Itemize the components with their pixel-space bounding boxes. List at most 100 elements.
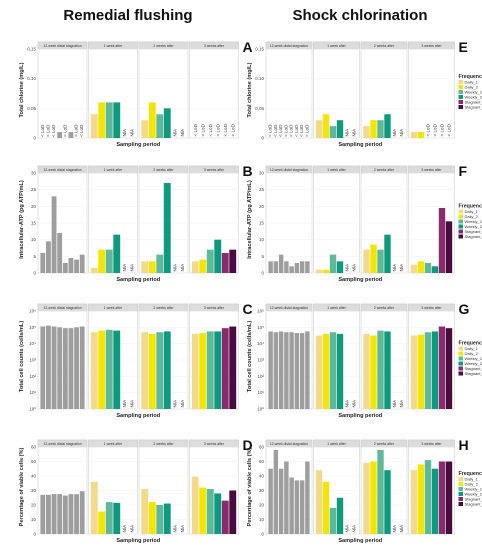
- legend-label: Weekly_1: [465, 356, 482, 361]
- bar-baseline: [294, 263, 300, 273]
- y-tick-label: 10⁵: [257, 325, 264, 330]
- facet-label: 2 weeks after: [153, 44, 174, 48]
- bar-daily-2: [322, 333, 330, 409]
- y-tick-label: 0: [33, 271, 36, 276]
- na-label: N/A: [172, 399, 177, 408]
- y-axis-label: Total chlorine (mg/L): [19, 62, 25, 117]
- panel-H: 12-week distal stagnation 1 week after 2 w…: [247, 437, 482, 544]
- lod-label: < LoD: [299, 124, 304, 137]
- bar-daily-2: [148, 261, 156, 273]
- legend-label: Stagnant_1: [465, 100, 482, 105]
- na-label: N/A: [129, 263, 134, 272]
- bar-baseline: [57, 233, 63, 273]
- bar-weekly-1: [156, 254, 164, 273]
- na-label: N/A: [345, 128, 350, 137]
- bar-daily-2: [148, 333, 156, 409]
- bar-baseline: [79, 491, 85, 534]
- bar-weekly-1: [424, 460, 432, 534]
- bar-stagnant-2: [445, 328, 453, 409]
- x-axis-label: Sampling period: [116, 277, 160, 283]
- y-tick-label: 0: [33, 532, 36, 537]
- bar-weekly-2: [163, 503, 171, 534]
- bar-weekly-1: [105, 249, 113, 273]
- bar-baseline: [57, 327, 63, 409]
- bar-daily-1: [410, 470, 418, 534]
- bar-weekly-2: [113, 502, 121, 534]
- bar-daily-2: [417, 464, 425, 534]
- bar-weekly-1: [105, 102, 113, 138]
- bar-daily-1: [90, 332, 98, 409]
- facet-label: 3 weeks after: [204, 44, 225, 48]
- facet-panel: [265, 303, 313, 410]
- y-tick-label: 20: [31, 204, 37, 209]
- legend-swatch: [458, 85, 463, 89]
- bar-daily-2: [98, 249, 106, 273]
- y-tick-label: 50: [31, 459, 37, 464]
- na-label: N/A: [129, 399, 134, 408]
- panel-G: 12-week distal stagnation 1 week after 2 w…: [247, 301, 482, 419]
- bar-baseline: [74, 327, 79, 409]
- bar-baseline: [57, 494, 63, 534]
- legend-label: Daily_2: [465, 85, 479, 90]
- facet-label: 1 week after: [104, 168, 123, 172]
- bar-weekly-2: [336, 120, 344, 138]
- title-shock-chlorination: Shock chlorination: [292, 7, 427, 24]
- y-tick-label: 20: [259, 503, 265, 508]
- facet-label: 2 weeks after: [374, 168, 395, 172]
- facet-label: 12-week distal stagnation: [270, 44, 308, 48]
- bar-weekly-2: [384, 234, 391, 273]
- na-label: N/A: [345, 263, 350, 272]
- bar-stagnant-2: [229, 490, 237, 534]
- legend-swatch: [458, 477, 463, 481]
- bar-baseline: [68, 494, 74, 534]
- y-tick-label: 10⁵: [29, 325, 36, 330]
- lod-label: < LoD: [40, 124, 45, 137]
- bar-baseline: [62, 328, 68, 409]
- facet-label: 2 weeks after: [153, 442, 174, 446]
- bar-baseline: [40, 494, 46, 534]
- na-label: N/A: [352, 524, 357, 533]
- bar-baseline: [79, 254, 85, 273]
- y-tick-label: 0.05: [27, 106, 36, 111]
- bar-baseline: [79, 326, 85, 409]
- facet-panel: [37, 303, 88, 410]
- legend-swatch: [458, 214, 463, 219]
- legend-swatch: [458, 366, 463, 371]
- lod-label: < LoD: [294, 124, 299, 137]
- bar-weekly-2: [163, 183, 171, 273]
- facet-label: 12-week distal stagnation: [43, 306, 81, 310]
- bar-baseline: [289, 332, 294, 409]
- bar-stagnant-1: [438, 461, 446, 534]
- bar-weekly-1: [329, 507, 337, 534]
- bar-weekly-2: [214, 331, 222, 409]
- y-tick-label: 25: [31, 187, 37, 192]
- lod-label: < LoD: [268, 124, 273, 137]
- legend-label: Weekly_2: [465, 361, 482, 366]
- y-tick-label: 5: [33, 254, 36, 259]
- bar-weekly-1: [206, 489, 214, 534]
- y-tick-label: 10: [31, 517, 37, 522]
- panel-letter: A: [243, 39, 253, 55]
- facet-label: 2 weeks after: [374, 306, 395, 310]
- facet-label: 12-week distal stagnation: [270, 168, 308, 172]
- bar-baseline: [268, 331, 273, 409]
- x-axis-label: Sampling period: [338, 142, 382, 148]
- y-axis-label: Percentage of viable cells (%): [19, 448, 25, 527]
- y-tick-label: 25: [259, 187, 265, 192]
- bar-baseline: [46, 325, 51, 409]
- bar-baseline: [289, 477, 294, 534]
- bar-baseline: [273, 332, 279, 409]
- bar-weekly-1: [329, 126, 337, 138]
- y-axis-label: Total chlorine (mg/L): [247, 62, 253, 117]
- legend-label: Weekly_2: [465, 492, 482, 497]
- y-tick-label: 0: [33, 136, 36, 141]
- lod-label: < LoD: [278, 124, 283, 137]
- bar-daily-2: [148, 502, 156, 534]
- bar-weekly-2: [214, 493, 222, 534]
- facet-panel: [88, 165, 138, 274]
- facet-panel: [37, 41, 88, 139]
- bar-baseline: [268, 261, 273, 273]
- facet-label: 2 weeks after: [374, 442, 395, 446]
- bar-baseline: [51, 494, 57, 534]
- y-tick-label: 10: [259, 517, 265, 522]
